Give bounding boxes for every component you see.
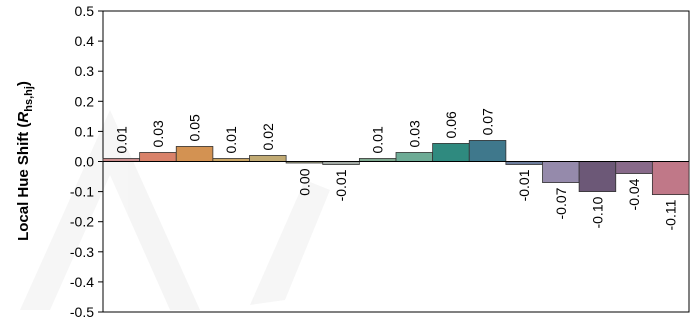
bar-data-label: -0.10: [589, 196, 605, 228]
bar-data-label: 0.01: [223, 126, 239, 153]
bar: [578, 161, 617, 193]
bar-data-label: 0.02: [260, 123, 276, 150]
y-tick-label: -0.2: [70, 214, 94, 230]
y-tick-label: -0.1: [70, 184, 94, 200]
y-axis-ticks: 0.5 0.4 0.3 0.2 0.1 0.0 -0.1 -0.2 -0.3 -0.4 -0.5: [70, 3, 103, 320]
y-axis-title: Local Hue Shift (Rhs,hj): [15, 81, 35, 241]
y-tick-label: -0.5: [70, 304, 94, 320]
bar-data-label: 0.01: [113, 126, 129, 153]
bar-data-label: 0.06: [443, 111, 459, 138]
bar: [651, 161, 690, 196]
bar-data-label: 0.05: [187, 114, 203, 141]
bar-data-label: 0.00: [296, 168, 312, 195]
y-axis-title-subscript: hs,hj: [23, 86, 35, 112]
y-tick-label: 0.3: [75, 63, 95, 79]
bar: [542, 161, 580, 183]
y-tick-label: 0.5: [75, 3, 95, 19]
y-tick-label: 0.0: [75, 154, 95, 170]
bar-data-label: 0.07: [480, 108, 496, 135]
y-tick-label: 0.2: [75, 93, 95, 109]
bar: [615, 161, 653, 174]
watermark-shape: [20, 110, 200, 310]
y-tick-label: 0.1: [75, 123, 95, 139]
bar-data-label: -0.01: [516, 169, 532, 201]
y-axis-title-close: ): [15, 81, 32, 86]
bar-data-label: -0.04: [626, 178, 642, 210]
data-labels: 0.01 0.03 0.05 0.01 0.02 0.00 -0.01 0.01 0.03 0.0…: [113, 108, 678, 231]
bar-data-label: -0.01: [333, 169, 349, 201]
bar-data-label: -0.11: [663, 199, 679, 230]
bar-data-label: 0.03: [150, 120, 166, 147]
y-axis-title-symbol: R: [15, 112, 32, 123]
bar: [468, 140, 507, 162]
bar-data-label: -0.07: [553, 187, 569, 219]
watermark-shape: [250, 180, 330, 305]
bars: [102, 140, 690, 196]
bar-data-label: 0.03: [406, 120, 422, 147]
bar: [175, 146, 214, 162]
y-tick-label: 0.4: [75, 33, 95, 49]
watermark: [20, 110, 330, 310]
y-axis-title-main: Local Hue Shift (: [15, 123, 32, 241]
bar-data-label: 0.01: [370, 126, 386, 153]
bar: [139, 152, 177, 162]
bar: [395, 152, 434, 162]
y-tick-label: -0.4: [70, 274, 94, 290]
bar: [432, 143, 470, 162]
bar: [249, 155, 287, 162]
y-tick-label: -0.3: [70, 244, 94, 260]
